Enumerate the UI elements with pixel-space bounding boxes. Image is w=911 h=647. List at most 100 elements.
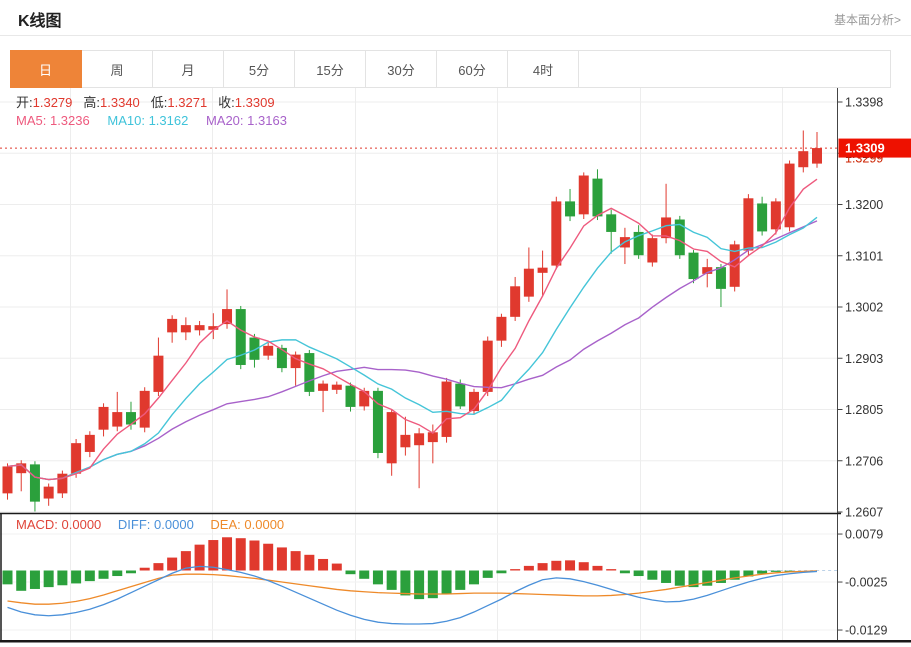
candle (84, 434, 95, 452)
candle (71, 443, 82, 474)
fundamental-analysis-link[interactable]: 基本面分析> (833, 13, 901, 27)
macd-bar (290, 551, 301, 571)
candle (400, 434, 411, 448)
macd-bar (743, 570, 754, 577)
macd-bar (510, 569, 521, 571)
candle (510, 286, 521, 317)
candle (702, 267, 713, 274)
macd-bar (16, 570, 27, 591)
macd-tick-label: -0.0025 (845, 576, 887, 590)
macd-bar (565, 560, 576, 571)
ma5-readout: MA5: 1.3236 (16, 113, 90, 128)
candle (29, 464, 40, 502)
candle (167, 318, 178, 333)
macd-bar (71, 570, 82, 584)
price-tick-label: 1.3002 (845, 301, 883, 315)
macd-bar (372, 570, 383, 585)
tab-day[interactable]: 日 (10, 50, 82, 88)
macd-bar (702, 570, 713, 586)
macd-bar (496, 570, 507, 574)
candle (414, 433, 425, 446)
price-tick-label: 1.2607 (845, 506, 883, 520)
candle (2, 466, 13, 494)
candle (112, 412, 123, 427)
grid-lines (0, 88, 837, 641)
candle (661, 217, 672, 239)
high-value: 1.3340 (100, 95, 140, 110)
ohlc-readout: 开:1.3279 高:1.3340 低:1.3271 收:1.3309 (16, 92, 286, 111)
macd-bar (414, 570, 425, 600)
candle (468, 391, 479, 412)
low-label: 低: (150, 95, 168, 110)
tab-30min[interactable]: 30分 (366, 51, 437, 87)
macd-bar (386, 570, 397, 590)
current-price-tag-value: 1.3309 (845, 141, 885, 156)
macd-bar (729, 570, 740, 580)
kline-chart[interactable]: 1.33981.32991.32001.31011.30021.29031.28… (0, 88, 911, 647)
diff-line (7, 565, 818, 625)
candle (592, 178, 603, 217)
ma20-readout: MA20: 1.3163 (205, 113, 287, 128)
diff-value-readout: DIFF: 0.0000 (117, 517, 194, 532)
macd-bar (180, 551, 191, 571)
price-tick-label: 1.3101 (845, 249, 883, 263)
current-price-tag (838, 138, 911, 158)
macd-bar (661, 570, 672, 583)
macd-bar (139, 567, 150, 571)
candle (798, 151, 809, 168)
price-tick-label: 1.2903 (845, 352, 883, 366)
macd-bar (345, 570, 356, 575)
ma5-line (7, 178, 818, 481)
macd-bar (592, 565, 603, 571)
macd-value-readout: MACD: 0.0000 (16, 517, 102, 532)
candle (235, 309, 246, 365)
panel-borders (0, 512, 911, 643)
candle (57, 473, 68, 494)
macd-bar (468, 570, 479, 585)
macd-bar (2, 570, 13, 585)
macd-bar (441, 570, 452, 595)
candle (674, 219, 685, 256)
page-title: K线图 (18, 13, 62, 30)
candle (222, 309, 233, 325)
macd-bar (784, 570, 795, 572)
candle (249, 337, 260, 360)
candle (372, 390, 383, 453)
macd-bar (523, 565, 534, 571)
candle (551, 201, 562, 266)
candle (482, 340, 493, 392)
price-tick-label: 1.2706 (845, 454, 883, 468)
tab-month[interactable]: 月 (153, 51, 224, 87)
macd-bar (125, 570, 136, 574)
candle (784, 163, 795, 228)
macd-bar (29, 570, 40, 589)
open-label: 开: (16, 95, 33, 110)
open-value: 1.3279 (32, 95, 73, 110)
macd-bar (153, 563, 164, 571)
candle (153, 355, 164, 392)
candle (208, 326, 219, 330)
candle (98, 406, 109, 430)
macd-bar (647, 570, 658, 580)
candle (688, 252, 699, 280)
macd-bar (43, 570, 54, 588)
candle (578, 175, 589, 215)
macd-bar (633, 570, 644, 577)
tab-15min[interactable]: 15分 (295, 51, 366, 87)
tab-4hour[interactable]: 4时 (508, 51, 579, 87)
tab-60min[interactable]: 60分 (437, 51, 508, 87)
macd-bar (208, 540, 219, 571)
close-label: 收: (218, 95, 235, 110)
macd-bar (359, 570, 370, 579)
tab-week[interactable]: 周 (82, 51, 153, 87)
candle (633, 231, 644, 256)
macd-bar (578, 562, 589, 571)
candle (331, 384, 342, 390)
candle (647, 238, 658, 263)
tabbar-filler (579, 51, 890, 87)
timeframe-tabs: 日 周 月 5分 15分 30分 60分 4时 (10, 50, 891, 88)
tab-5min[interactable]: 5分 (224, 51, 295, 87)
macd-bar (194, 544, 205, 571)
candle (455, 383, 466, 407)
